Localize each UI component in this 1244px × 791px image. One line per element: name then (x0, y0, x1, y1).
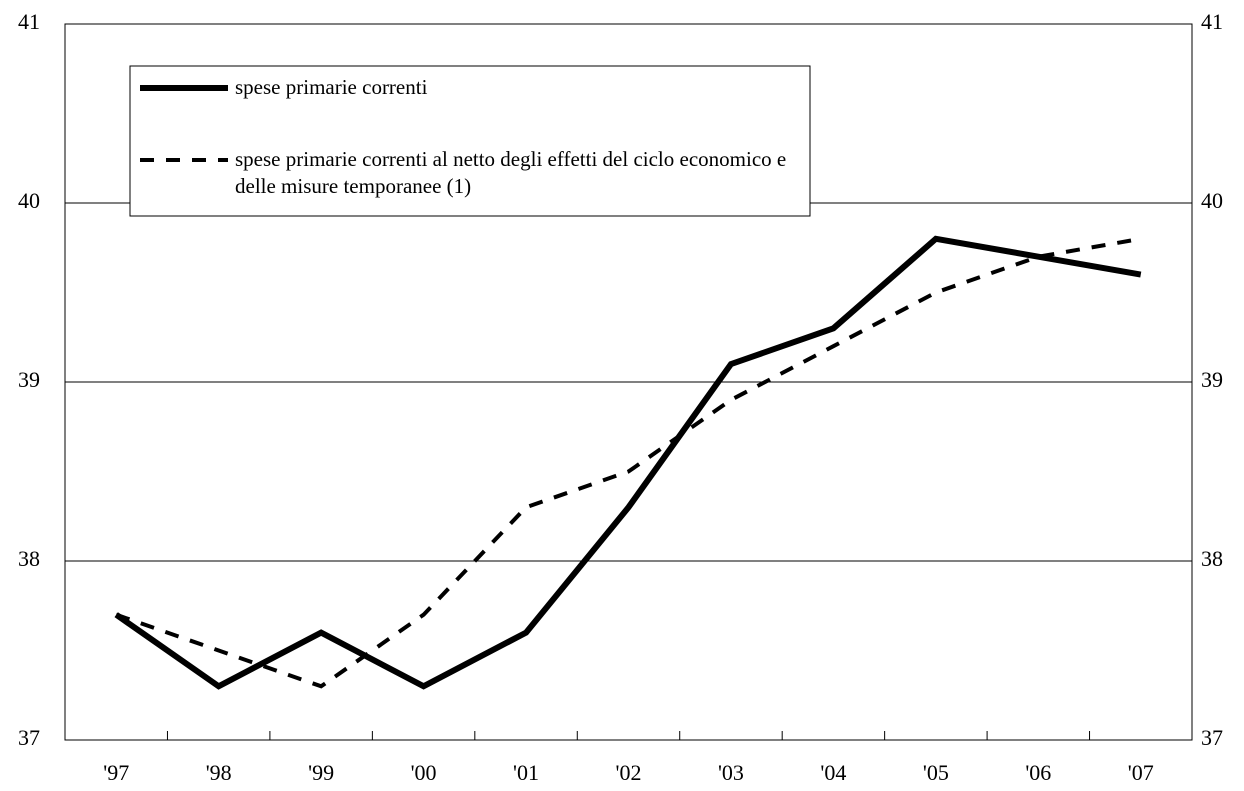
legend-label: spese primarie correnti al netto degli e… (235, 147, 787, 198)
plot-frame (64, 23, 1193, 741)
y-tick-label: 40 (18, 188, 40, 213)
x-tick-label: '04 (820, 760, 846, 785)
legend-box (129, 65, 811, 217)
x-tick-label: '00 (411, 760, 437, 785)
y2-tick-label: 38 (1201, 546, 1223, 571)
x-tick-label: '98 (206, 760, 232, 785)
y-tick-label: 37 (18, 725, 40, 750)
x-tick-label: '06 (1025, 760, 1051, 785)
x-tick-label: '07 (1128, 760, 1154, 785)
x-tick-label: '02 (616, 760, 642, 785)
x-tick-label: '97 (103, 760, 129, 785)
y-tick-label: 39 (18, 367, 40, 392)
data-line (114, 235, 1142, 690)
legend-label: spese primarie correnti (235, 75, 428, 99)
y-tick-label: 38 (18, 546, 40, 571)
x-tick-label: '05 (923, 760, 949, 785)
x-tick-label: '99 (308, 760, 334, 785)
x-tick-label: '01 (513, 760, 539, 785)
x-tick-label: '03 (718, 760, 744, 785)
data-line (115, 236, 1142, 689)
y2-tick-label: 40 (1201, 188, 1223, 213)
y2-tick-label: 37 (1201, 725, 1223, 750)
y-tick-label: 41 (18, 9, 40, 34)
y2-tick-label: 39 (1201, 367, 1223, 392)
y2-tick-label: 41 (1201, 9, 1223, 34)
